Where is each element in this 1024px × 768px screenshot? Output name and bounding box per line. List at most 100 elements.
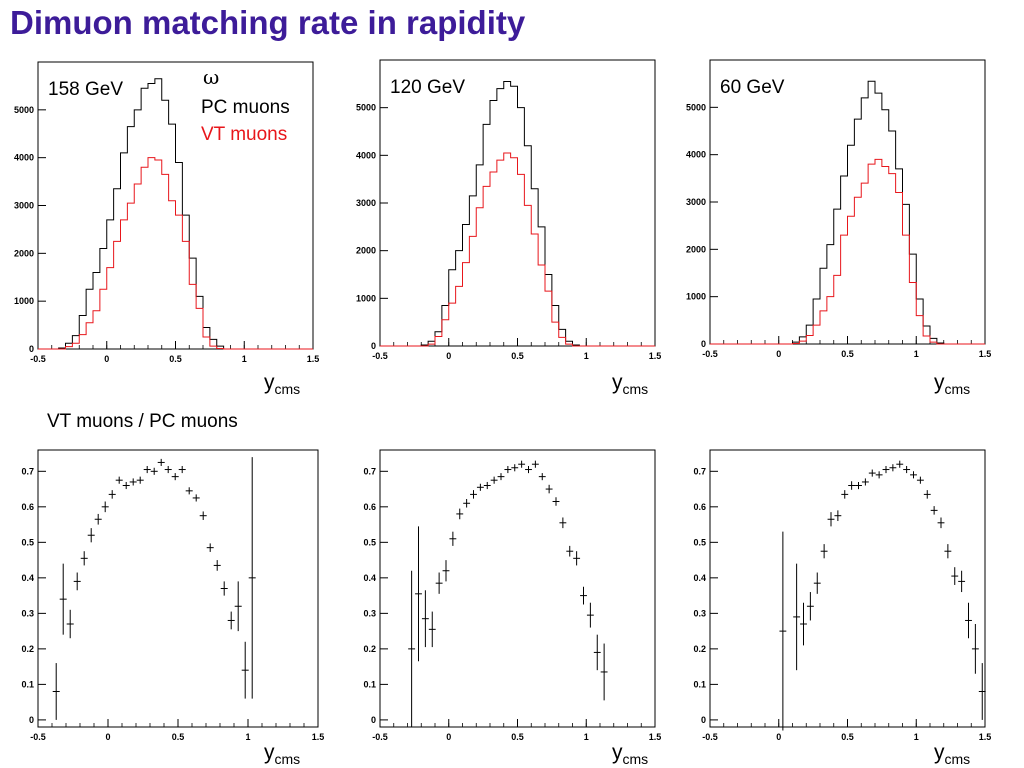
x-tick-label: 0 — [105, 732, 110, 742]
y-tick-label: 0.5 — [693, 537, 706, 547]
x-tick-label: 1 — [584, 732, 589, 742]
plot-frame — [709, 59, 986, 345]
data-point — [855, 481, 862, 490]
x-tick-label: 1.5 — [312, 732, 325, 742]
x-tick-label: 0.5 — [169, 354, 182, 364]
x-tick-label: 0 — [446, 351, 451, 361]
data-point — [52, 663, 60, 720]
data-point — [66, 609, 74, 639]
data-point — [545, 484, 553, 494]
y-tick-label: 0.6 — [693, 502, 706, 512]
data-point — [937, 517, 945, 529]
data-point — [470, 490, 477, 499]
y-tick-label: 0 — [29, 715, 34, 725]
data-point — [192, 494, 200, 502]
data-point — [101, 501, 109, 513]
data-point — [408, 570, 416, 727]
data-point — [178, 465, 186, 474]
legend-vt-muons: VT muons — [201, 124, 287, 145]
ratio-title: VT muons / PC muons — [47, 411, 238, 432]
data-point — [220, 581, 228, 596]
y-tick-label: 5000 — [14, 105, 34, 115]
data-point — [442, 560, 450, 582]
y-tick-label: 0.1 — [21, 679, 34, 689]
data-point — [552, 497, 560, 506]
vt-muons-histogram — [380, 152, 655, 347]
x-tick-label: -0.5 — [30, 732, 46, 742]
y-tick-label: 5000 — [686, 102, 706, 112]
energy-label: 158 GeV — [48, 79, 123, 100]
chart-panel: -0.5 0 0.5 1 1.5 0 0.1 0.2 0.3 0.4 0.5 0.6 0.7 — [363, 449, 662, 742]
data-point — [94, 513, 102, 525]
data-point — [930, 506, 938, 515]
data-point — [600, 643, 608, 701]
data-point — [415, 526, 422, 662]
data-point — [566, 545, 574, 557]
data-point — [813, 572, 821, 594]
data-point — [227, 611, 235, 630]
data-point — [490, 476, 498, 484]
data-point — [171, 473, 179, 481]
x-tick-label: 1.5 — [979, 349, 992, 359]
x-tick-label: 1 — [584, 351, 589, 361]
y-tick-label: 0.2 — [363, 644, 376, 654]
y-tick-label: 1000 — [686, 292, 706, 302]
x-tick-label: 1 — [245, 732, 250, 742]
x-tick-label: 0.5 — [511, 732, 524, 742]
data-point — [449, 531, 457, 546]
vt-muons-histogram — [710, 158, 985, 345]
y-tick-label: 0.1 — [363, 679, 376, 689]
data-point — [497, 473, 505, 481]
x-tick-label: 0.5 — [841, 349, 854, 359]
data-point — [779, 531, 787, 731]
y-tick-label: 3000 — [356, 198, 376, 208]
y-tick-label: 0.6 — [21, 502, 34, 512]
y-tick-label: 0.5 — [363, 537, 376, 547]
x-tick-label: -0.5 — [702, 732, 718, 742]
x-tick-label: 1.5 — [649, 732, 662, 742]
y-tick-label: 0 — [701, 715, 706, 725]
y-tick-label: 3000 — [686, 197, 706, 207]
x-tick-label: 1 — [914, 732, 919, 742]
y-tick-label: 1000 — [356, 293, 376, 303]
x-tick-label: 1.5 — [649, 351, 662, 361]
y-tick-label: 0.7 — [363, 466, 376, 476]
y-tick-label: 0.2 — [693, 644, 706, 654]
data-point — [971, 624, 979, 674]
y-tick-label: 0.4 — [21, 573, 34, 583]
data-point — [80, 551, 88, 566]
data-point — [199, 511, 207, 520]
x-tick-label: 0 — [104, 354, 109, 364]
x-tick-label: -0.5 — [372, 732, 388, 742]
x-tick-label: 1 — [242, 354, 247, 364]
y-tick-label: 0.3 — [693, 608, 706, 618]
y-tick-label: 0.5 — [21, 537, 34, 547]
data-point — [538, 473, 546, 481]
data-point — [525, 465, 532, 474]
x-tick-label: 0.5 — [511, 351, 524, 361]
x-axis-title: ycms — [934, 741, 971, 768]
data-point — [213, 560, 221, 571]
y-tick-label: 0.4 — [363, 573, 376, 583]
energy-label: 120 GeV — [390, 77, 465, 98]
chart-panel: -0.5 0 0.5 1 1.5 0 0.1 0.2 0.3 0.4 0.5 0.6 0.7 — [21, 449, 325, 742]
y-tick-label: 0.3 — [363, 608, 376, 618]
legend: ω PC muons VT muons — [201, 65, 290, 145]
data-point — [800, 602, 807, 646]
data-point — [944, 544, 952, 559]
y-tick-label: 0.3 — [21, 608, 34, 618]
y-tick-label: 0 — [701, 339, 706, 349]
data-point — [965, 602, 972, 639]
plot-frame — [709, 449, 986, 728]
data-point — [157, 458, 165, 466]
x-tick-label: 0.5 — [841, 732, 854, 742]
y-tick-label: 0.4 — [693, 573, 706, 583]
data-point — [903, 465, 911, 474]
y-tick-label: 2000 — [686, 244, 706, 254]
data-point — [483, 481, 491, 490]
data-point — [841, 490, 849, 499]
y-tick-label: 0.1 — [693, 679, 706, 689]
y-tick-label: 2000 — [356, 246, 376, 256]
y-tick-label: 4000 — [356, 150, 376, 160]
